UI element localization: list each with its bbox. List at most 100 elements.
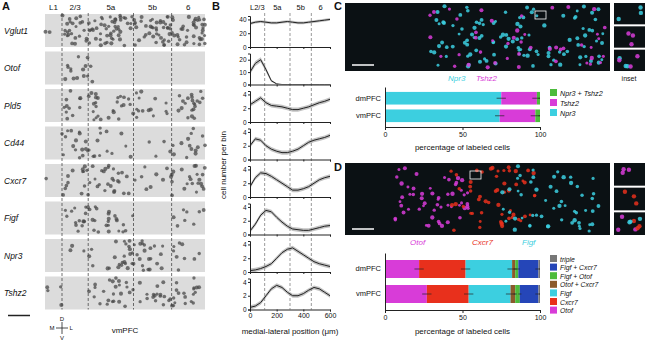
cell-dot bbox=[95, 26, 99, 30]
cell-dot bbox=[142, 269, 145, 272]
cell-dot bbox=[96, 114, 99, 117]
cell-dot bbox=[117, 229, 120, 232]
cell-dot bbox=[172, 33, 176, 37]
cell-dot bbox=[82, 249, 85, 252]
cell-dot bbox=[69, 20, 72, 23]
error-band bbox=[250, 208, 330, 233]
cell-dot bbox=[493, 61, 497, 65]
layer-label: 6 bbox=[186, 3, 191, 12]
cell-dot bbox=[94, 105, 97, 108]
tick: dmPFC bbox=[356, 94, 385, 103]
tick: 4 bbox=[243, 166, 250, 173]
cell-dot bbox=[565, 50, 569, 54]
cell-dot bbox=[458, 187, 462, 191]
error-bar bbox=[414, 269, 423, 270]
tick-label: 100 bbox=[535, 314, 547, 321]
cell-dot bbox=[515, 28, 519, 32]
panel-c: CNpr3Tshz2insetdmPFCvmPFC050100percentag… bbox=[334, 0, 645, 152]
cell-dot bbox=[507, 165, 511, 169]
cell-dot bbox=[576, 185, 579, 188]
error-bar bbox=[538, 115, 540, 116]
cell-dot bbox=[177, 268, 181, 272]
cell-dot bbox=[557, 204, 561, 208]
cell-dot bbox=[478, 226, 481, 229]
axis: 050100 bbox=[384, 127, 547, 138]
cell-dot bbox=[190, 132, 193, 135]
cell-dot bbox=[125, 174, 129, 178]
cell-dot bbox=[192, 23, 196, 27]
panel-letter: D bbox=[334, 161, 342, 173]
cell-dot bbox=[85, 37, 89, 41]
legend-label: Npr3 + Tshz2 bbox=[560, 89, 603, 98]
bar bbox=[419, 260, 466, 278]
cell-dot bbox=[82, 170, 85, 173]
tick-mark bbox=[540, 127, 541, 130]
cell-dot bbox=[112, 167, 115, 170]
axis: 02040 bbox=[239, 16, 250, 51]
cell-dot bbox=[549, 63, 552, 66]
layer-label: 5a bbox=[273, 3, 282, 12]
cell-dot bbox=[562, 46, 566, 50]
cell-dot bbox=[176, 42, 180, 46]
cell-dot bbox=[126, 22, 130, 26]
cell-dot bbox=[447, 178, 451, 182]
cell-dot bbox=[134, 25, 138, 29]
cell-dot bbox=[582, 27, 585, 30]
figure: AVglut1OtofPld5Cd44Cxcr7FigfNpr3Tshz2L12… bbox=[0, 0, 650, 358]
cell-dot bbox=[600, 58, 603, 61]
cell-dot bbox=[203, 34, 206, 37]
micrograph-texture bbox=[64, 205, 206, 234]
cell-dot bbox=[133, 21, 137, 25]
cell-dot bbox=[420, 196, 424, 200]
cell-dot bbox=[192, 222, 195, 225]
micrograph-texture bbox=[428, 4, 606, 69]
gene-label: Figf bbox=[4, 213, 20, 223]
cell-dot bbox=[166, 15, 169, 18]
legend-swatch bbox=[550, 89, 557, 96]
cell-dot bbox=[109, 15, 112, 18]
tick bbox=[303, 197, 304, 199]
cell-dot bbox=[518, 52, 521, 55]
cell-dot bbox=[191, 182, 195, 186]
cell-dot bbox=[186, 96, 190, 100]
tick-label: 0 bbox=[243, 44, 247, 51]
cell-dot bbox=[120, 171, 124, 175]
cell-dot bbox=[511, 39, 515, 43]
tick-mark bbox=[277, 160, 278, 162]
cell-dot bbox=[165, 112, 168, 115]
tick-mark bbox=[248, 183, 250, 184]
cell-dot bbox=[82, 74, 86, 78]
cell-dot bbox=[122, 223, 125, 226]
axis-title: percentage of labeled cells bbox=[415, 327, 510, 336]
error-bar bbox=[517, 269, 520, 270]
tick bbox=[303, 272, 304, 274]
tick-mark bbox=[248, 169, 250, 170]
cell-dot bbox=[65, 98, 69, 102]
cell-dot bbox=[580, 194, 583, 197]
cell-dot bbox=[474, 31, 478, 35]
tick: 20 bbox=[239, 56, 250, 63]
cell-dot bbox=[511, 213, 515, 217]
tick-label: 2 bbox=[243, 105, 247, 112]
tick: 0 bbox=[243, 231, 250, 238]
cell-dot bbox=[109, 31, 113, 35]
cell-dot bbox=[194, 152, 198, 156]
tick-mark bbox=[303, 85, 304, 87]
cell-dot bbox=[501, 33, 505, 37]
cell-dot bbox=[478, 60, 482, 64]
cell-dot bbox=[181, 27, 185, 31]
tick-label: 0 bbox=[243, 156, 247, 163]
cell-dot bbox=[196, 182, 199, 185]
cell-dot bbox=[189, 147, 193, 151]
tick-mark bbox=[248, 244, 250, 245]
scale-bar bbox=[352, 228, 374, 230]
cell-dot bbox=[576, 43, 580, 47]
micrograph bbox=[45, 127, 205, 160]
legend-label: Otof + Cxcr7 bbox=[560, 281, 599, 288]
tick-mark bbox=[303, 310, 304, 312]
cell-dot bbox=[162, 43, 165, 46]
tick-mark bbox=[250, 197, 251, 199]
plot-area bbox=[250, 283, 330, 309]
cell-dot bbox=[178, 94, 182, 98]
cell-dot bbox=[183, 257, 187, 261]
